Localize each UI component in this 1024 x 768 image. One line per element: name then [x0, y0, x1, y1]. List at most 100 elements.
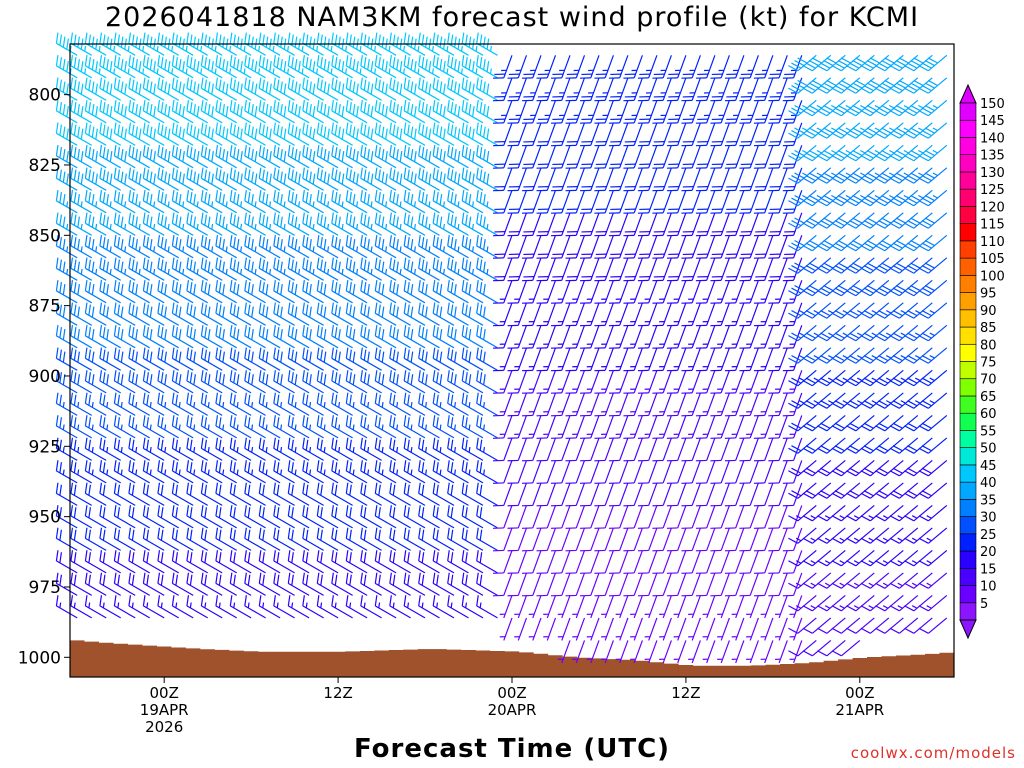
- wind-barb: [753, 437, 774, 462]
- wind-barb: [70, 437, 92, 461]
- colorbar-swatch: [959, 292, 977, 311]
- wind-barb: [200, 77, 223, 101]
- wind-barb: [389, 32, 411, 56]
- wind-barb: [200, 55, 223, 79]
- wind-barb: [817, 459, 846, 477]
- wind-barb: [345, 392, 368, 416]
- colorbar-label: 60: [980, 407, 997, 422]
- wind-barb: [889, 144, 919, 162]
- wind-barb: [84, 257, 107, 281]
- wind-barb: [724, 145, 745, 169]
- colorbar-swatch: [959, 585, 977, 604]
- wind-barb: [507, 77, 528, 102]
- wind-barb: [731, 617, 745, 641]
- colorbar-label: 110: [980, 235, 1005, 250]
- wind-barb: [652, 550, 672, 574]
- wind-barb: [302, 572, 324, 596]
- wind-barb: [875, 549, 904, 567]
- wind-barb: [113, 235, 136, 259]
- wind-barb: [461, 100, 484, 124]
- wind-barb: [753, 167, 774, 192]
- wind-barb: [316, 280, 339, 304]
- wind-barb: [360, 122, 382, 146]
- wind-barb: [753, 460, 774, 484]
- wind-barb: [244, 145, 266, 169]
- y-tick-label: 1000: [18, 648, 61, 668]
- wind-barb: [710, 415, 730, 439]
- wind-barb: [768, 235, 788, 259]
- wind-barb: [186, 370, 208, 394]
- wind-barb: [731, 640, 745, 664]
- wind-barb: [746, 617, 759, 641]
- wind-barb: [695, 347, 716, 372]
- wind-barb: [565, 415, 586, 439]
- wind-barb: [918, 482, 948, 499]
- wind-barb: [345, 595, 368, 619]
- wind-barb: [244, 460, 266, 484]
- wind-barb: [666, 235, 687, 259]
- wind-barb: [831, 99, 861, 117]
- wind-barb: [302, 167, 324, 191]
- colorbar-swatch: [959, 378, 977, 397]
- wind-barb: [389, 100, 411, 124]
- colorbar-swatch: [959, 412, 977, 431]
- wind-barb: [302, 145, 324, 169]
- wind-barb: [171, 167, 194, 191]
- wind-barb: [273, 100, 295, 124]
- wind-barb: [258, 505, 281, 529]
- wind-barb: [889, 459, 919, 477]
- wind-barb: [476, 167, 498, 191]
- wind-barb: [389, 257, 411, 281]
- wind-barb: [403, 212, 426, 236]
- colorbar-swatch: [959, 343, 977, 362]
- wind-barb: [360, 392, 382, 416]
- wind-barb: [389, 595, 411, 619]
- wind-barb: [536, 190, 557, 214]
- wind-barb: [113, 572, 136, 596]
- wind-barb: [565, 392, 586, 417]
- wind-barb: [229, 572, 252, 596]
- wind-barb: [753, 527, 774, 552]
- wind-barb: [637, 347, 658, 372]
- wind-barb: [70, 145, 92, 169]
- wind-barb: [580, 415, 600, 439]
- wind-barb: [551, 302, 571, 327]
- wind-barb: [215, 415, 237, 439]
- wind-barb: [142, 415, 165, 439]
- wind-barb: [374, 347, 397, 371]
- wind-barb: [447, 392, 469, 416]
- wind-barb: [580, 460, 600, 484]
- wind-barb: [287, 77, 310, 101]
- wind-barb: [403, 280, 426, 304]
- wind-barb: [817, 347, 846, 364]
- wind-barb: [608, 100, 629, 124]
- wind-barb: [171, 505, 194, 529]
- wind-barb: [637, 550, 658, 574]
- wind-barb: [623, 482, 643, 507]
- wind-barb: [637, 370, 658, 394]
- wind-barb: [551, 572, 571, 597]
- wind-barb: [623, 325, 643, 349]
- wind-barb: [345, 122, 368, 146]
- wind-barb: [229, 325, 252, 349]
- wind-barb: [724, 190, 745, 214]
- wind-barb: [817, 167, 846, 184]
- wind-barb: [681, 190, 701, 214]
- wind-barb: [536, 550, 557, 574]
- wind-barb: [608, 550, 629, 574]
- wind-barb: [302, 100, 324, 124]
- wind-barb: [186, 100, 208, 124]
- colorbar-label: 90: [980, 304, 997, 319]
- wind-barb: [287, 460, 310, 484]
- wind-barb: [287, 145, 310, 169]
- wind-barb: [724, 235, 745, 259]
- wind-barb: [802, 234, 832, 252]
- wind-barb: [273, 190, 295, 214]
- wind-barb: [374, 505, 397, 529]
- wind-barb: [652, 302, 672, 327]
- wind-barb: [695, 437, 716, 462]
- wind-barb: [695, 212, 716, 237]
- wind-barb: [476, 415, 498, 439]
- wind-barb: [860, 324, 890, 342]
- wind-barb: [507, 460, 528, 484]
